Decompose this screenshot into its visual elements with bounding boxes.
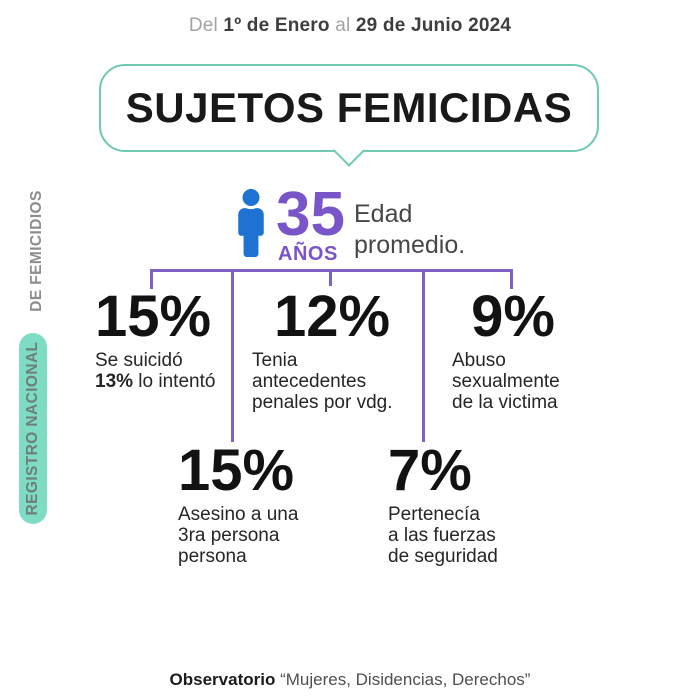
stat-priors-value: 12%	[273, 284, 391, 349]
stat-third-person-value: 15%	[178, 438, 295, 503]
stat-abuse-caption-line1: Abuso sexualmente	[452, 350, 560, 392]
date-start: 1º de Enero	[223, 15, 330, 36]
stat-security-forces-caption-line3: de seguridad	[388, 545, 498, 567]
date-end: 29 de Junio 2024	[355, 15, 512, 36]
footer-org-name: Observatorio	[169, 670, 276, 689]
connector-branch-left	[231, 269, 234, 442]
stat-third-person: 15% Asesino a una 3ra persona persona	[178, 438, 299, 568]
stat-priors-caption-line1: Tenia antecedentes	[252, 350, 367, 392]
date-prefix: Del	[188, 15, 218, 36]
stat-priors-caption: Tenia antecedentes penales por vdg.	[252, 350, 412, 414]
page-title: SUJETOS FEMICIDAS	[125, 84, 573, 131]
bubble-tail	[332, 134, 366, 167]
sidebar-label-registro-nacional: REGISTRO NACIONAL	[19, 333, 47, 524]
average-age-label-line2: promedio.	[354, 230, 466, 259]
stat-security-forces-caption-line1: Pertenecía	[388, 504, 480, 526]
stat-abuse-caption-line2: de la victima	[452, 391, 558, 413]
stat-suicide-caption-line2: 13% lo intentó	[95, 370, 216, 393]
connector-branch-right	[422, 269, 425, 442]
stat-suicide: 15% Se suicidó 13% lo intentó	[95, 284, 216, 393]
stat-third-person-caption-line1: Asesino a una	[178, 504, 299, 526]
average-age-value: 35	[276, 180, 345, 249]
stat-suicide-attempt-text: lo intentó	[133, 370, 216, 392]
footer-org-quote: “Mujeres, Disidencias, Derechos”	[280, 670, 531, 689]
stat-security-forces-value: 7%	[388, 438, 472, 503]
date-range: Del 1º de Enero al 29 de Junio 2024	[0, 15, 700, 37]
average-age-unit: AÑOS	[278, 243, 338, 265]
connector-tick-left	[150, 269, 153, 289]
stat-third-person-caption-line2: 3ra persona	[178, 524, 280, 546]
stat-priors: 12% Tenia antecedentes penales por vdg.	[252, 284, 412, 414]
average-age-label: Edad promedio.	[354, 199, 465, 260]
connector-tick-right	[510, 269, 513, 289]
stat-suicide-attempt-value: 13%	[95, 370, 134, 392]
stat-security-forces-caption: Pertenecía a las fuerzas de seguridad	[388, 504, 498, 568]
connector-tick-center	[329, 269, 332, 286]
stat-abuse: 9% Abuso sexualmente de la victima	[452, 284, 618, 414]
stat-abuse-caption: Abuso sexualmente de la victima	[452, 350, 618, 414]
title-bubble: SUJETOS FEMICIDAS	[99, 64, 599, 167]
stat-suicide-value: 15%	[95, 284, 212, 349]
stat-suicide-caption: Se suicidó 13% lo intentó	[95, 350, 216, 393]
stat-security-forces-caption-line2: a las fuerzas	[388, 524, 496, 546]
stat-security-forces: 7% Pertenecía a las fuerzas de seguridad	[388, 438, 498, 568]
stat-suicide-caption-line1: Se suicidó	[95, 350, 183, 372]
sidebar-label-de-femicidios: DE FEMICIDIOS	[28, 190, 45, 312]
stat-abuse-value: 9%	[471, 284, 555, 349]
stat-third-person-caption: Asesino a una 3ra persona persona	[178, 504, 299, 568]
person-icon	[236, 189, 266, 257]
footer-credit: Observatorio “Mujeres, Disidencias, Dere…	[0, 670, 700, 690]
stat-priors-caption-line2: penales por vdg.	[252, 391, 393, 413]
average-age-label-line1: Edad	[354, 200, 413, 228]
date-connector: al	[335, 15, 351, 36]
stat-third-person-caption-line3: persona	[178, 545, 247, 567]
